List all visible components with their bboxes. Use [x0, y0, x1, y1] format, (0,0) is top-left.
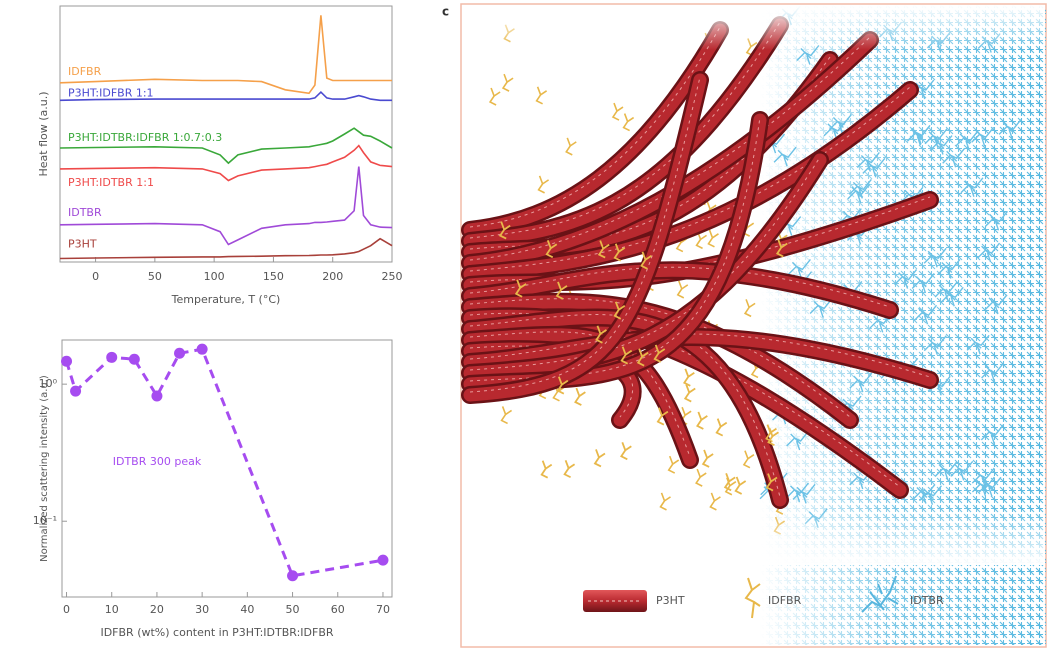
- x-tick-label: 250: [382, 270, 403, 283]
- trend-line: [65, 347, 384, 578]
- dsc-trace: [59, 237, 393, 260]
- data-point: [128, 353, 140, 365]
- data-point: [106, 351, 118, 363]
- panel-fade: [462, 5, 1045, 565]
- dsc-trace: [59, 144, 393, 182]
- trace-label: P3HT:IDTBR:IDFBR 1:0.7:0.3: [68, 131, 222, 144]
- illustration-legend: P3HT IDFBR IDTBR: [583, 575, 944, 619]
- dsc-trace: [59, 166, 393, 246]
- data-point: [174, 347, 186, 359]
- x-tick-label: 100: [204, 270, 225, 283]
- x-tick-label: 20: [150, 603, 164, 616]
- data-point: [61, 355, 73, 367]
- dsc-trace: [59, 15, 392, 95]
- trace-label: P3HT:IDTBR 1:1: [68, 176, 154, 189]
- panel-label: c: [442, 5, 449, 19]
- x-tick-label: 150: [263, 270, 284, 283]
- legend-label: IDTBR: [910, 594, 944, 607]
- trace-label: IDFBR: [68, 65, 102, 78]
- y-axis-label: Normalized scattering intensity (a.u.): [39, 375, 50, 562]
- x-tick-label: 50: [148, 270, 162, 283]
- x-tick-label: 0: [63, 603, 70, 616]
- x-tick-label: 50: [286, 603, 300, 616]
- annotation: IDTBR 300 peak: [113, 455, 202, 468]
- data-point: [377, 554, 389, 566]
- data-point: [196, 343, 208, 355]
- dsc-trace: [59, 90, 392, 102]
- data-point: [287, 570, 299, 582]
- legend-label: P3HT: [656, 594, 685, 607]
- y-tick-label: 10⁻¹: [33, 514, 57, 527]
- x-axis-label: Temperature, T (°C): [171, 293, 281, 306]
- x-tick-label: 10: [105, 603, 119, 616]
- legend-swatch: [744, 577, 761, 619]
- trace-label: P3HT:IDFBR 1:1: [68, 86, 154, 99]
- trace-label: P3HT: [68, 238, 97, 251]
- legend-label: IDFBR: [768, 594, 802, 607]
- dsc-trace: [59, 127, 393, 165]
- y-axis-label: Heat flow (a.u.): [37, 91, 50, 176]
- x-axis-label: IDFBR (wt%) content in P3HT:IDTBR:IDFBR: [100, 626, 333, 639]
- x-tick-label: 70: [376, 603, 390, 616]
- data-point: [70, 385, 82, 397]
- trace-label: IDTBR: [68, 206, 102, 219]
- plot-frame: [61, 339, 393, 598]
- data-point: [151, 390, 163, 402]
- x-tick-label: 200: [322, 270, 343, 283]
- plot-frame: [59, 5, 393, 263]
- y-tick-label: 10⁰: [39, 377, 58, 390]
- x-tick-label: 40: [240, 603, 254, 616]
- illustration: [461, 5, 1046, 645]
- legend-swatch: [861, 575, 899, 613]
- x-tick-label: 30: [195, 603, 209, 616]
- x-tick-label: 60: [331, 603, 345, 616]
- x-tick-label: 0: [92, 270, 99, 283]
